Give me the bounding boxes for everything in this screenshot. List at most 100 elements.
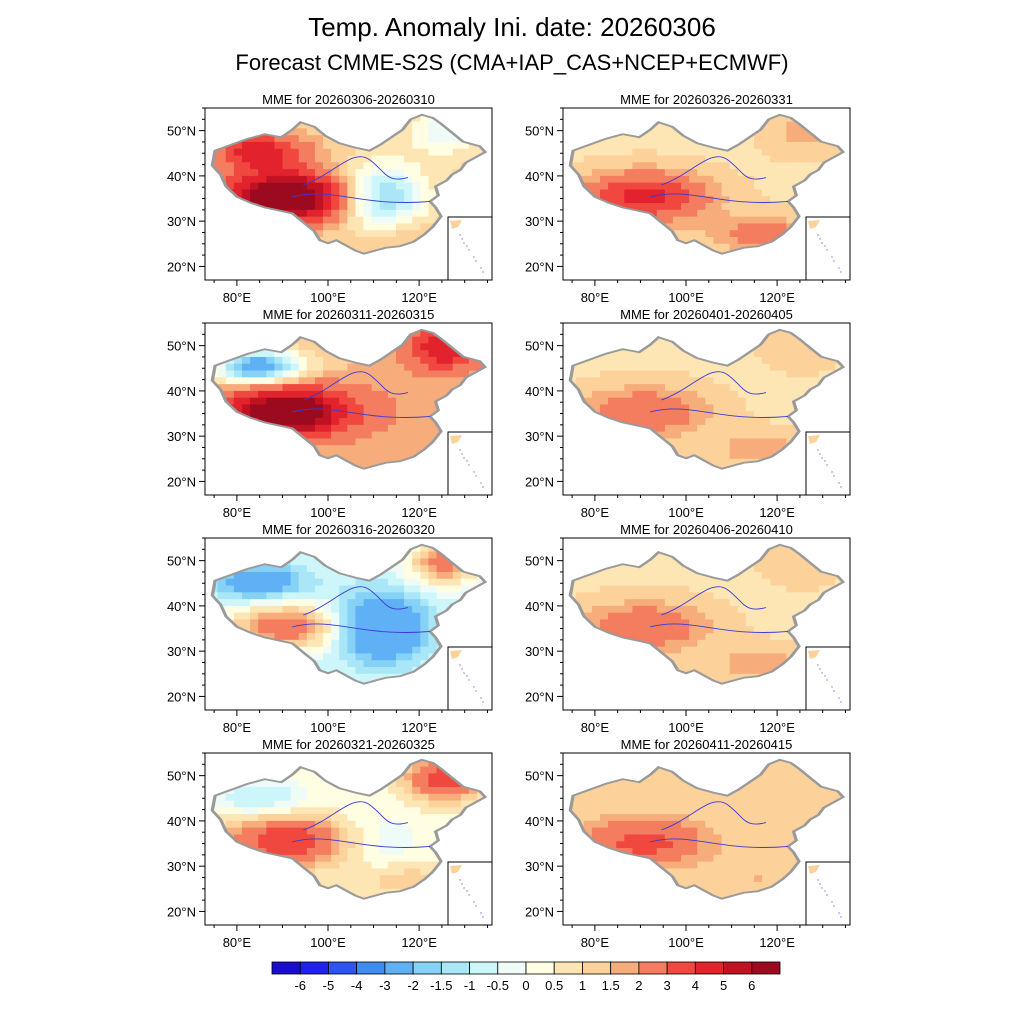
grid-cell — [786, 404, 796, 412]
grid-cell — [331, 230, 340, 238]
grid-cell — [323, 452, 332, 460]
grid-cell — [379, 203, 389, 211]
grid-cell — [306, 377, 316, 385]
grid-cell — [347, 203, 357, 211]
grid-cell — [444, 585, 454, 593]
grid-cell — [681, 135, 690, 143]
grid-cell — [672, 148, 682, 157]
grid-cell — [608, 196, 617, 204]
grid-cell — [339, 169, 348, 177]
grid-cell — [258, 807, 267, 815]
grid-cell — [729, 377, 739, 385]
grid-cell — [632, 377, 642, 385]
grid-cell — [616, 175, 625, 184]
grid-cell — [282, 141, 292, 150]
grid-cell — [713, 175, 723, 184]
grid-cell — [705, 363, 715, 372]
grid-cell — [387, 169, 397, 177]
grid-cell — [298, 155, 308, 163]
grid-cell — [412, 660, 421, 668]
grid-cell — [778, 189, 788, 197]
grid-cell — [258, 585, 267, 593]
grid-cell — [387, 807, 397, 815]
grid-cell — [570, 155, 577, 163]
grid-cell — [648, 370, 658, 378]
grid-cell — [306, 612, 316, 621]
grid-cell — [379, 141, 389, 150]
grid-cell — [810, 377, 820, 385]
grid-cell — [737, 404, 747, 412]
grid-cell — [428, 377, 438, 385]
grid-cell — [225, 612, 235, 621]
grid-cell — [371, 605, 381, 614]
grid-cell — [412, 612, 421, 621]
grid-cell — [412, 759, 421, 768]
grid-cell — [656, 411, 666, 419]
grid-cell — [331, 377, 340, 385]
grid-cell — [282, 619, 292, 627]
grid-cell — [331, 793, 340, 802]
grid-cell — [786, 397, 796, 406]
grid-cell — [404, 827, 413, 836]
grid-cell — [395, 155, 405, 163]
grid-cell — [395, 350, 405, 358]
grid-cell — [379, 411, 389, 419]
grid-cell — [347, 619, 357, 627]
grid-cell — [786, 121, 796, 129]
grid-cell — [323, 653, 332, 661]
grid-cell — [355, 162, 365, 170]
grid-cell — [420, 558, 430, 566]
y-tick-label: 50°N — [525, 339, 554, 354]
grid-cell — [274, 793, 284, 802]
grid-cell — [778, 329, 788, 338]
grid-cell — [266, 848, 276, 856]
grid-cell — [306, 861, 316, 870]
grid-cell — [420, 807, 430, 815]
grid-cell — [298, 639, 308, 648]
grid-cell — [347, 162, 357, 170]
grid-cell — [452, 571, 462, 580]
grid-cell — [258, 404, 267, 412]
grid-cell — [664, 397, 674, 406]
grid-cell — [689, 377, 698, 385]
grid-cell — [794, 121, 804, 129]
grid-cell — [460, 148, 470, 157]
grid-cell — [460, 793, 470, 802]
grid-cell — [298, 773, 308, 781]
grid-cell — [395, 780, 405, 788]
grid-cell — [713, 431, 723, 440]
grid-cell — [363, 612, 373, 621]
grid-cell — [616, 571, 625, 580]
grid-cell — [290, 571, 300, 580]
grid-cell — [444, 141, 454, 150]
grid-cell — [387, 861, 397, 870]
grid-cell — [428, 578, 438, 587]
grid-cell — [705, 169, 715, 177]
grid-cell — [729, 216, 739, 225]
grid-cell — [452, 141, 462, 150]
grid-cell — [371, 653, 381, 661]
inset-land — [808, 435, 820, 444]
grid-cell — [347, 599, 357, 607]
grid-cell — [339, 793, 348, 802]
grid-cell — [794, 169, 804, 177]
grid-cell — [306, 814, 316, 822]
grid-cell — [314, 196, 324, 204]
grid-cell — [282, 356, 292, 365]
panel-title: MME for 20260406-20260410 — [620, 522, 793, 537]
grid-cell — [339, 411, 348, 419]
grid-cell — [697, 182, 706, 191]
grid-cell — [697, 237, 706, 245]
grid-cell — [436, 793, 446, 802]
grid-cell — [323, 854, 332, 863]
grid-cell — [689, 209, 698, 218]
grid-cell — [599, 169, 609, 177]
grid-cell — [794, 390, 804, 399]
grid-cell — [428, 162, 438, 170]
grid-cell — [323, 882, 332, 890]
grid-cell — [339, 660, 348, 668]
grid-cell — [339, 397, 348, 406]
grid-cell — [290, 773, 300, 781]
grid-cell — [404, 854, 413, 863]
grid-cell — [339, 370, 348, 378]
